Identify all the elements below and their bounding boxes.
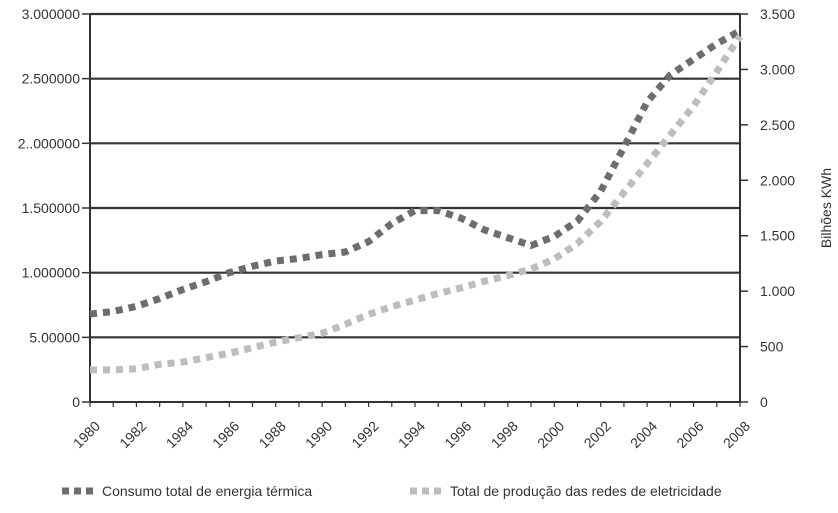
x-axis-ticks: 1980 1982 1984 1986 1988 1990 1992 1994 1996 1998…: [70, 402, 753, 451]
right-axis-tick-label: 3.500: [760, 6, 795, 22]
x-axis-tick-label: 1994: [395, 418, 428, 451]
legend-label: Consumo total de energia térmica: [102, 483, 312, 499]
x-axis-tick-label: 1996: [441, 418, 474, 451]
series-lines: [89, 27, 743, 374]
right-axis-tick-label: 3.000: [760, 61, 795, 77]
left-axis-tick-label: 1.500000: [22, 200, 81, 216]
left-axis-tick-label: 3.000000: [22, 6, 81, 22]
x-axis-tick-label: 2008: [720, 418, 753, 451]
x-axis-tick-label: 2000: [534, 418, 567, 451]
left-axis-tick-label: 2..000000: [18, 135, 80, 151]
x-axis-tick-label: 1988: [256, 418, 289, 451]
right-axis-tick-label: 2.000: [760, 172, 795, 188]
x-axis-tick-label: 1980: [70, 418, 103, 451]
x-axis-tick-label: 2004: [627, 418, 660, 451]
legend: Consumo total de energia térmica Total de…: [62, 483, 722, 499]
right-axis-tick-label: 1.500: [760, 228, 795, 244]
grid-lines: [90, 12, 740, 339]
series-line: [89, 27, 742, 318]
left-axis-ticks: 0 5.00000 1.000000 1.500000 2..000000 2.50000…: [18, 6, 90, 410]
x-axis-tick-label: 1984: [163, 418, 196, 451]
x-axis-tick-label: 1998: [488, 418, 521, 451]
x-axis-tick-label: 2002: [581, 418, 614, 451]
left-axis-tick-label: 2.500000: [22, 71, 81, 87]
left-axis-tick-label: 0: [72, 394, 80, 410]
left-axis-tick-label: 5.00000: [29, 329, 80, 345]
legend-label: Total de produção das redes de eletricid…: [450, 483, 722, 499]
x-axis-tick-label: 1982: [116, 418, 149, 451]
x-axis-tick-label: 1990: [302, 418, 335, 451]
right-axis-tick-label: 0: [760, 394, 768, 410]
left-axis-tick-label: 1.000000: [22, 265, 81, 281]
x-axis-tick-label: 1992: [348, 418, 381, 451]
series-line: [90, 34, 743, 374]
x-axis-tick-label: 1986: [209, 418, 242, 451]
x-axis-tick-label: 2006: [673, 418, 706, 451]
right-axis-label: Bilhões KWh: [818, 168, 834, 248]
right-axis-tick-label: 500: [760, 339, 784, 355]
right-axis-tick-label: 1.000: [760, 283, 795, 299]
right-axis-tick-label: 2.500: [760, 117, 795, 133]
right-axis-ticks: 0 500 1.000 1.500 2.000 2.500 3.000 3.500: [740, 6, 795, 410]
